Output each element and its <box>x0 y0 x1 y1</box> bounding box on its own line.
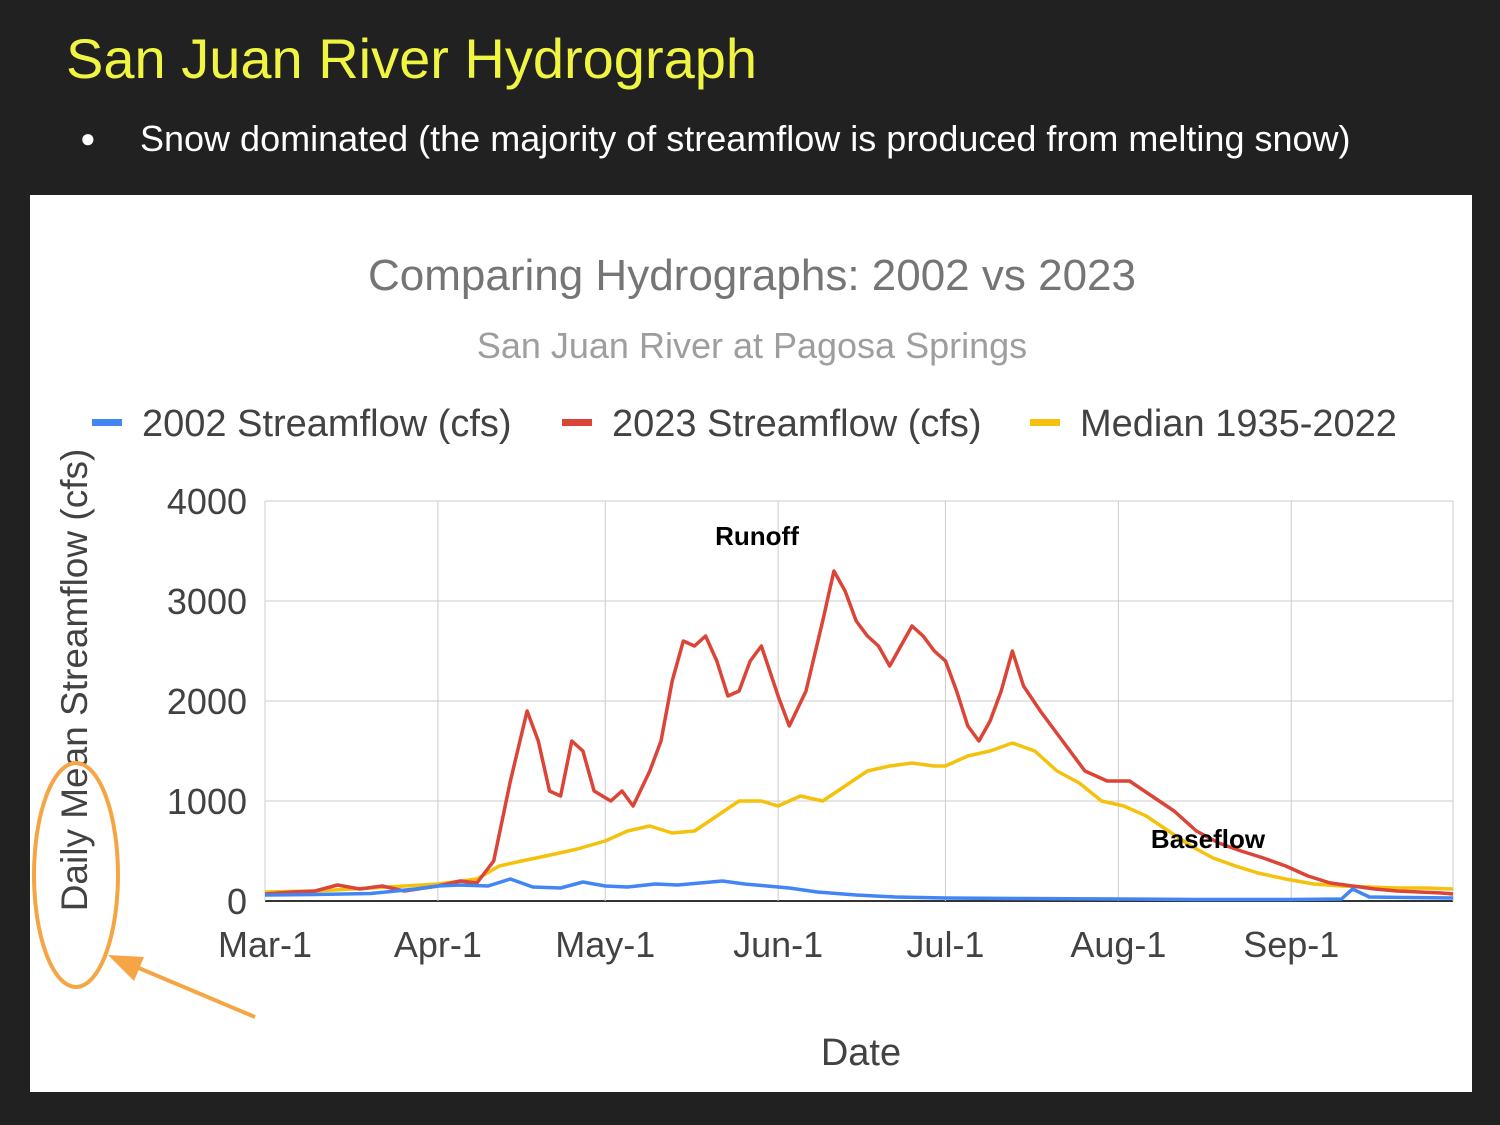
chart-legend: 2002 Streamflow (cfs) 2023 Streamflow (cf… <box>92 403 1397 445</box>
highlight-arrow-head-icon <box>108 955 144 981</box>
annotation-baseflow: Baseflow <box>1151 824 1266 854</box>
legend-label: Median 1935-2022 <box>1080 403 1397 445</box>
x-tick-label: Jun-1 <box>733 924 823 965</box>
y-tick-label: 4000 <box>167 481 247 522</box>
legend-swatch <box>1030 419 1060 426</box>
x-tick-label: May-1 <box>555 924 655 965</box>
y-tick-label: 0 <box>227 881 247 922</box>
hydrograph-chart: Comparing Hydrographs: 2002 vs 2023 San … <box>32 251 1454 1074</box>
slide-title: San Juan River Hydrograph <box>66 27 758 90</box>
chart-title: Comparing Hydrographs: 2002 vs 2023 <box>368 251 1136 300</box>
chart-grid: 0 1000 2000 3000 4000 <box>167 481 1454 922</box>
x-axis-label: Date <box>821 1032 901 1074</box>
series-line-2 <box>264 569 1454 896</box>
x-tick-label: Jul-1 <box>906 924 984 965</box>
legend-label: 2023 Streamflow (cfs) <box>612 403 982 445</box>
chart-axes: Mar-1 Apr-1 May-1 Jun-1 Jul-1 Aug-1 Sep-1 <box>218 924 1339 965</box>
legend-swatch <box>562 419 592 426</box>
annotation-runoff: Runoff <box>715 521 799 551</box>
y-tick-label: 2000 <box>167 681 247 722</box>
x-tick-label: Mar-1 <box>218 924 312 965</box>
chart-series <box>264 569 1454 902</box>
bullet-dot-icon: ● <box>80 123 96 153</box>
bullet-text: Snow dominated (the majority of streamfl… <box>140 118 1351 159</box>
y-axis-label: Daily Mean Streamflow (cfs) <box>54 449 95 912</box>
highlight-ring <box>32 761 120 989</box>
y-tick-label: 3000 <box>167 581 247 622</box>
legend-swatch <box>92 419 122 426</box>
legend-label: 2002 Streamflow (cfs) <box>142 403 512 445</box>
series-line-1 <box>264 877 1454 902</box>
series-line-3 <box>264 741 1454 894</box>
chart-panel: Comparing Hydrographs: 2002 vs 2023 San … <box>30 195 1472 1092</box>
chart-subtitle: San Juan River at Pagosa Springs <box>477 325 1027 366</box>
x-tick-label: Aug-1 <box>1070 924 1166 965</box>
y-tick-label: 1000 <box>167 781 247 822</box>
x-tick-label: Apr-1 <box>394 924 482 965</box>
highlight-arrow-line <box>121 959 256 1019</box>
x-tick-label: Sep-1 <box>1243 924 1339 965</box>
bullet-item: ● Snow dominated (the majority of streamf… <box>80 118 1351 160</box>
